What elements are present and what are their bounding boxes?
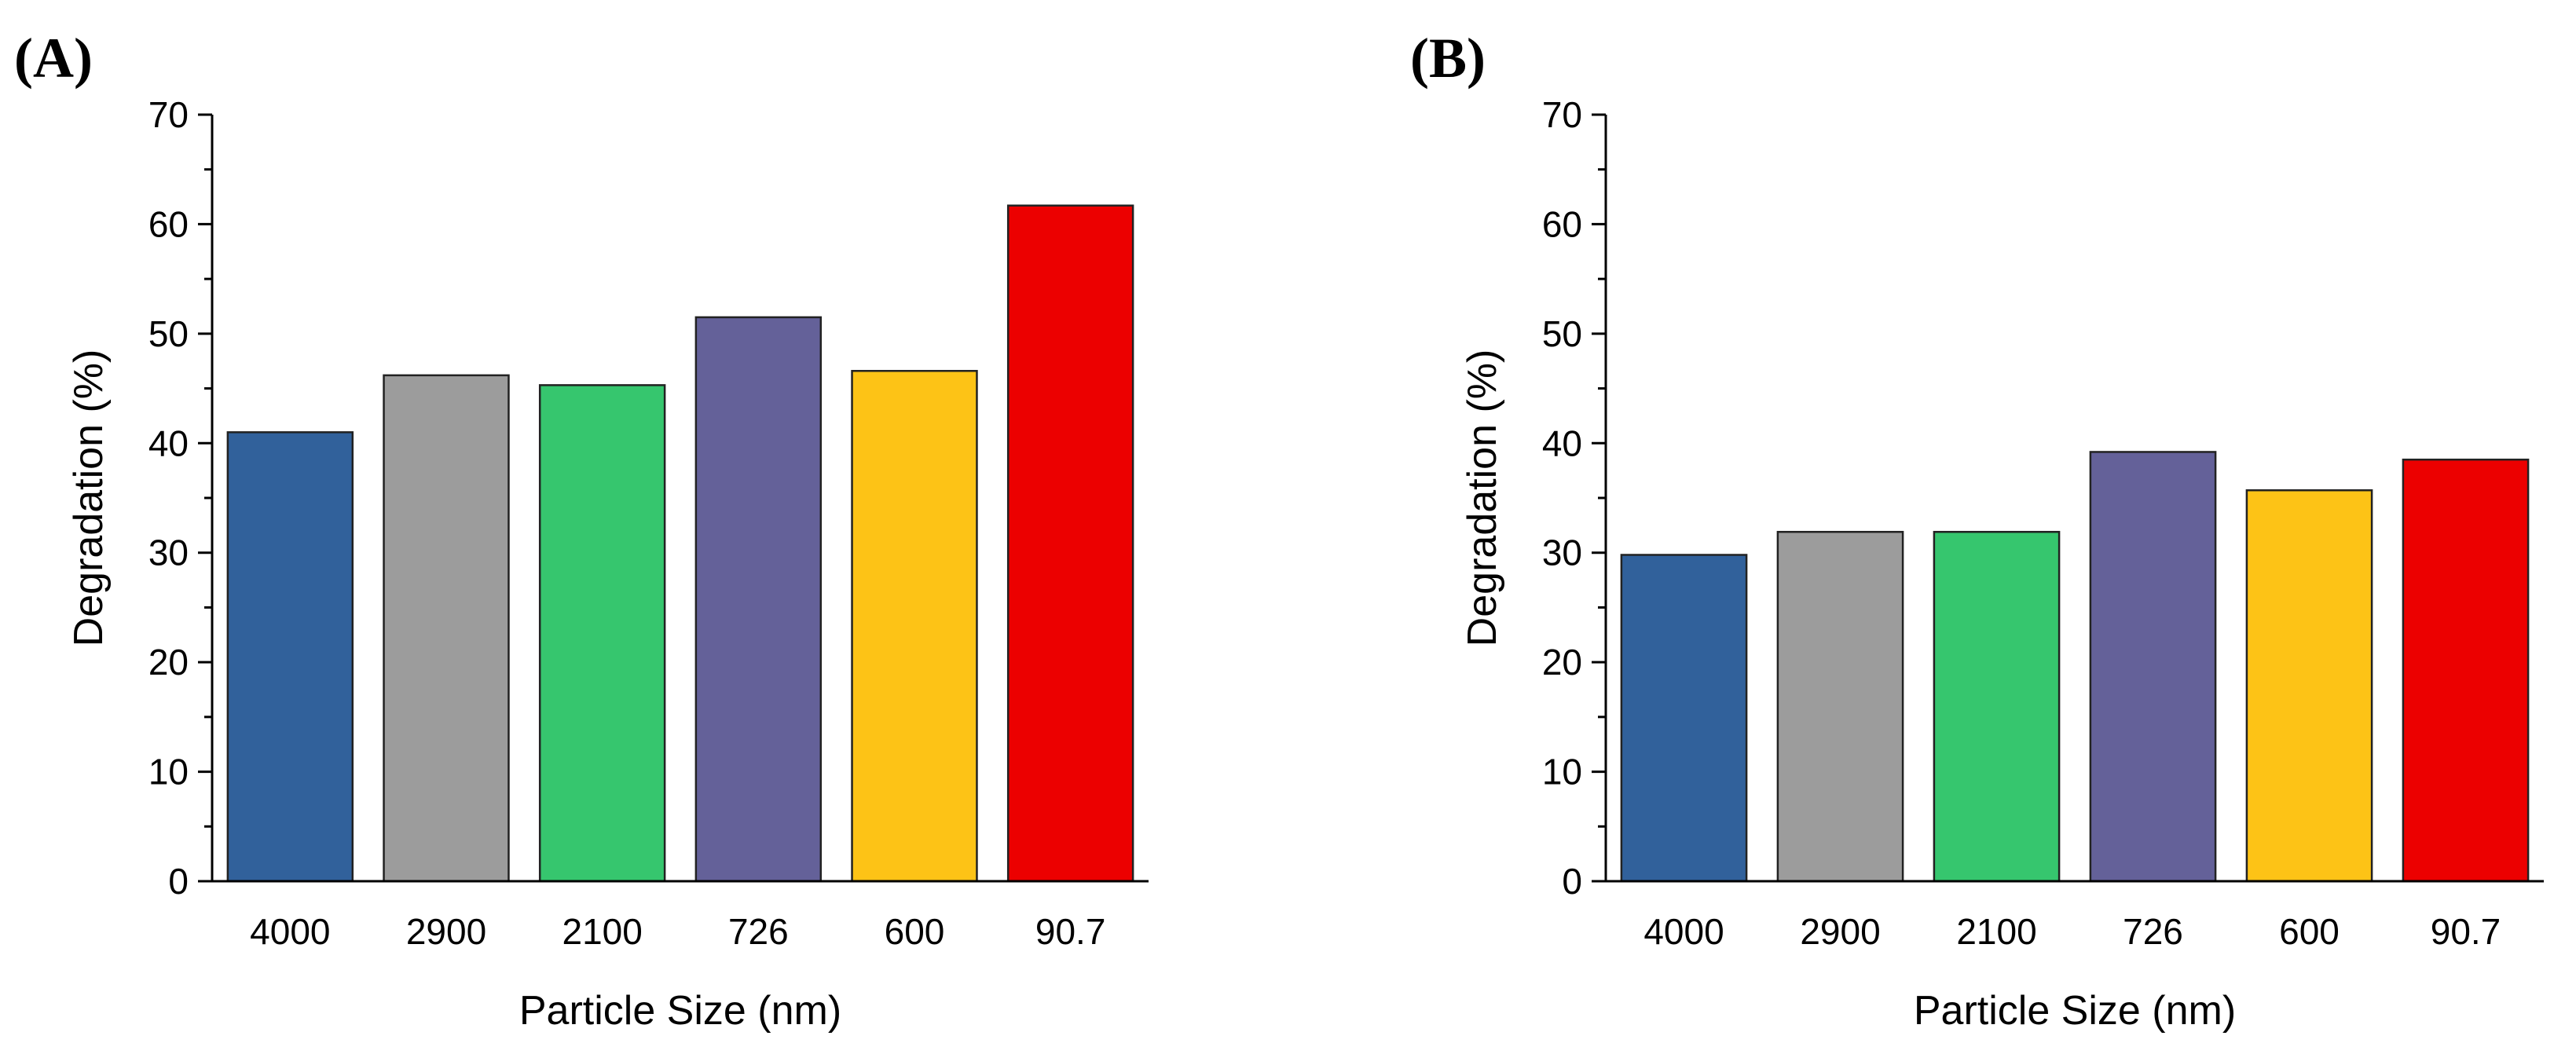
y-tick-label: 30 bbox=[1542, 532, 1582, 573]
x-tick-label: 726 bbox=[2123, 911, 2183, 952]
y-tick-label: 0 bbox=[168, 861, 189, 902]
y-tick-label: 50 bbox=[148, 313, 189, 354]
bar-726 bbox=[2089, 451, 2217, 883]
y-tick-label: 70 bbox=[148, 94, 189, 135]
bar-group bbox=[1620, 451, 2530, 883]
y-tick-label: 10 bbox=[148, 752, 189, 792]
bar-group bbox=[226, 204, 1134, 883]
y-tick-label: 70 bbox=[1542, 94, 1582, 135]
axes: 4000 2900 2100 726 600 90.7 0 10 20 30 40 50 60 70 bbox=[148, 94, 1149, 952]
bar-2100 bbox=[1933, 530, 2061, 883]
x-tick-label: 2900 bbox=[1800, 911, 1880, 952]
x-tick-label: 4000 bbox=[250, 911, 330, 952]
y-tick-label: 50 bbox=[1542, 313, 1582, 354]
y-tick-label: 10 bbox=[1542, 752, 1582, 792]
bar-4000 bbox=[226, 431, 354, 883]
y-tick-label: 0 bbox=[1562, 861, 1582, 902]
bar-2900 bbox=[1776, 530, 1904, 883]
x-axis-title: Particle Size (nm) bbox=[1914, 988, 2236, 1034]
y-tick-label: 60 bbox=[148, 203, 189, 244]
x-tick-label: 4000 bbox=[1643, 911, 1724, 952]
y-tick-label: 20 bbox=[1542, 642, 1582, 683]
y-tick-label: 60 bbox=[1542, 203, 1582, 244]
x-tick-label: 726 bbox=[728, 911, 789, 952]
y-axis-title: Degradation (%) bbox=[1460, 350, 1505, 647]
bar-90.7 bbox=[2402, 458, 2530, 883]
panel-label: (A) bbox=[14, 27, 93, 90]
panel-label: (B) bbox=[1410, 27, 1486, 90]
x-tick-label: 600 bbox=[885, 911, 945, 952]
x-tick-label: 2100 bbox=[1956, 911, 2036, 952]
x-axis-title: Particle Size (nm) bbox=[519, 988, 841, 1034]
x-tick-label: 2100 bbox=[562, 911, 642, 952]
bar-4000 bbox=[1620, 554, 1748, 883]
bar-600 bbox=[851, 370, 978, 883]
bar-726 bbox=[694, 316, 823, 883]
y-axis-title: Degradation (%) bbox=[66, 350, 112, 647]
y-tick-label: 30 bbox=[148, 532, 189, 573]
bar-2100 bbox=[538, 384, 666, 883]
x-tick-label: 600 bbox=[2279, 911, 2340, 952]
axes: 4000 2900 2100 726 600 90.7 0 10 20 30 40 50 60 70 bbox=[1542, 94, 2544, 952]
x-tick-label: 90.7 bbox=[1035, 911, 1106, 952]
y-tick-label: 40 bbox=[1542, 423, 1582, 463]
y-tick-label: 20 bbox=[148, 642, 189, 683]
bar-2900 bbox=[383, 374, 510, 883]
bar-90.7 bbox=[1006, 204, 1134, 883]
chart-panel-b: (B) 4000 2900 2100 726 600 90.7 0 10 20 30 40 50 60 7… bbox=[1410, 27, 2544, 1034]
y-tick-label: 40 bbox=[148, 423, 189, 463]
x-tick-label: 2900 bbox=[406, 911, 486, 952]
x-tick-label: 90.7 bbox=[2431, 911, 2501, 952]
bar-600 bbox=[2245, 489, 2373, 883]
chart-panel-a: (A) 4000 2900 2100 726 600 90.7 0 10 20 30 40 50 60 7… bbox=[14, 27, 1149, 1034]
